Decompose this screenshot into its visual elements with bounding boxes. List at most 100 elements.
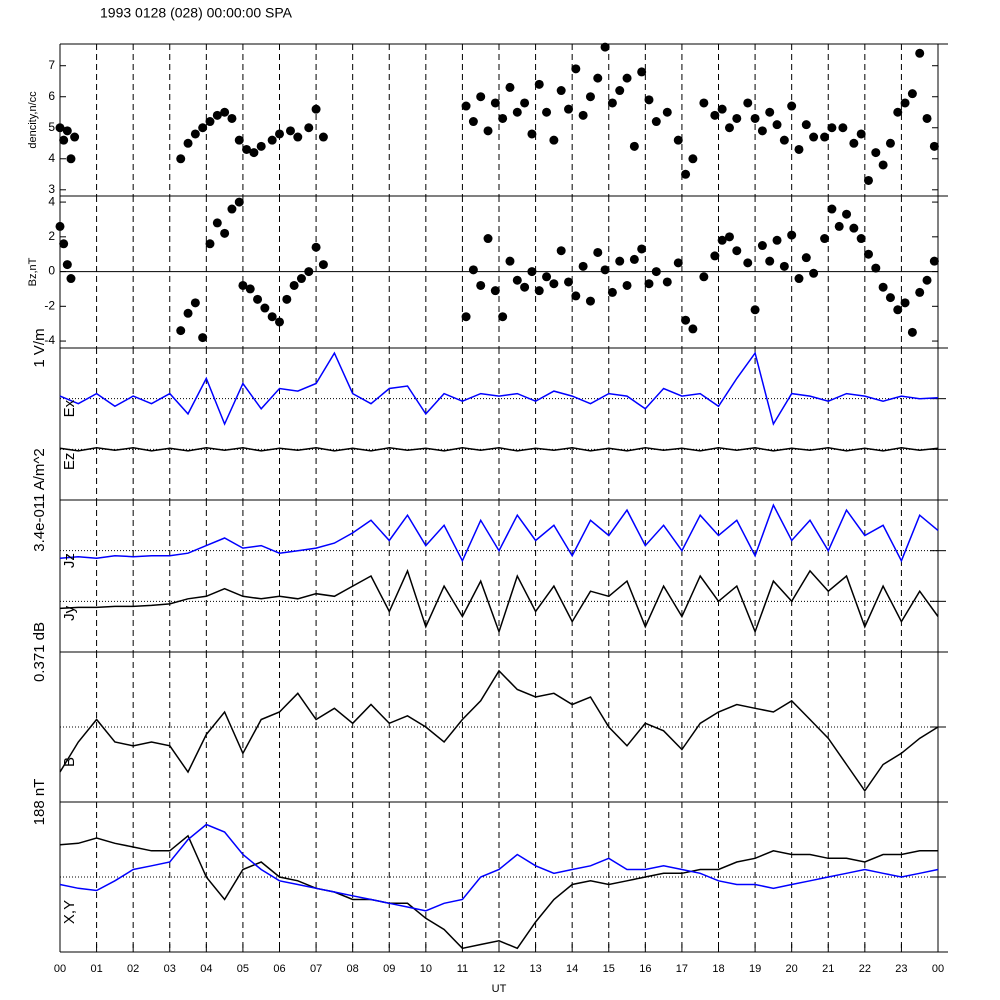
data-point — [505, 256, 515, 266]
data-point — [809, 132, 819, 142]
x-tick-label: 23 — [895, 963, 907, 975]
series-label: Jz — [61, 553, 78, 568]
data-point — [468, 117, 478, 127]
data-point — [838, 123, 848, 133]
y-axis-label: B — [61, 757, 78, 767]
x-tick-label: 14 — [566, 963, 578, 975]
data-point — [234, 135, 244, 145]
data-point — [176, 326, 186, 336]
data-point — [651, 267, 661, 277]
data-line — [59, 823, 939, 912]
scale-label: 3.4e-011 A/m^2 — [31, 448, 48, 552]
data-point — [490, 286, 500, 296]
data-point — [915, 48, 925, 58]
data-point — [673, 135, 683, 145]
data-point — [607, 287, 617, 297]
data-point — [772, 235, 782, 245]
data-point — [556, 86, 566, 96]
data-line — [59, 351, 939, 426]
data-point — [267, 135, 277, 145]
data-point — [490, 98, 500, 108]
data-point — [834, 221, 844, 231]
data-point — [600, 265, 610, 275]
data-point — [183, 138, 193, 148]
data-point — [198, 333, 208, 343]
data-point — [600, 42, 610, 52]
y-axis-label: X,Y — [61, 900, 78, 924]
data-point — [227, 113, 237, 123]
data-point — [275, 317, 284, 327]
y-tick-label: 6 — [48, 89, 55, 103]
data-point — [578, 261, 588, 271]
data-point — [260, 303, 270, 313]
data-point — [285, 126, 295, 136]
data-point — [527, 267, 537, 277]
data-point — [253, 294, 263, 304]
data-point — [512, 107, 522, 117]
data-point — [498, 113, 508, 123]
scale-label: 0.371 dB — [31, 622, 48, 682]
data-point — [70, 132, 80, 142]
x-tick-label: 21 — [822, 963, 834, 975]
data-line — [59, 568, 939, 634]
x-tick-label: 17 — [676, 963, 688, 975]
y-tick-label: 4 — [48, 151, 55, 165]
x-tick-label: 16 — [639, 963, 651, 975]
data-point — [205, 117, 215, 127]
data-point — [505, 82, 515, 92]
data-point — [871, 148, 881, 158]
data-point — [55, 221, 65, 231]
x-tick-label: 09 — [383, 963, 395, 975]
data-point — [190, 129, 200, 139]
data-point — [461, 101, 471, 111]
data-point — [183, 308, 193, 318]
data-point — [820, 132, 830, 142]
data-point — [318, 260, 328, 270]
data-point — [62, 260, 72, 270]
data-point — [476, 280, 486, 290]
x-tick-label: 12 — [493, 963, 505, 975]
x-tick-label: 15 — [603, 963, 615, 975]
series-label: Jy — [61, 605, 78, 621]
data-point — [593, 73, 603, 83]
data-point — [929, 256, 939, 266]
data-point — [593, 247, 603, 257]
data-point — [779, 261, 789, 271]
data-point — [234, 197, 244, 207]
data-point — [527, 129, 537, 139]
data-point — [311, 242, 321, 252]
data-point — [787, 101, 797, 111]
data-point — [662, 107, 672, 117]
y-axis-label: Bz,nT — [27, 257, 39, 286]
data-point — [743, 258, 753, 268]
data-point — [238, 280, 248, 290]
data-point — [549, 135, 559, 145]
x-tick-label: 20 — [786, 963, 798, 975]
data-point — [688, 324, 698, 334]
data-point — [724, 123, 734, 133]
data-point — [765, 256, 775, 266]
data-point — [871, 263, 881, 273]
data-point — [520, 98, 530, 108]
x-tick-label: 07 — [310, 963, 322, 975]
x-tick-label: 18 — [712, 963, 724, 975]
data-point — [607, 98, 617, 108]
data-point — [863, 249, 873, 259]
y-tick-label: -2 — [44, 298, 55, 312]
y-tick-label: 3 — [48, 182, 55, 196]
data-line — [59, 447, 939, 452]
x-axis-label: UT — [492, 983, 507, 995]
data-point — [732, 246, 742, 256]
data-point — [772, 120, 782, 130]
data-point — [212, 218, 222, 228]
data-point — [622, 280, 632, 290]
data-point — [900, 98, 910, 108]
data-point — [275, 129, 284, 139]
data-point — [220, 228, 230, 238]
data-point — [794, 144, 804, 154]
data-point — [893, 107, 903, 117]
data-point — [534, 79, 544, 89]
data-point — [878, 160, 888, 170]
data-point — [256, 141, 266, 151]
data-point — [212, 110, 222, 120]
